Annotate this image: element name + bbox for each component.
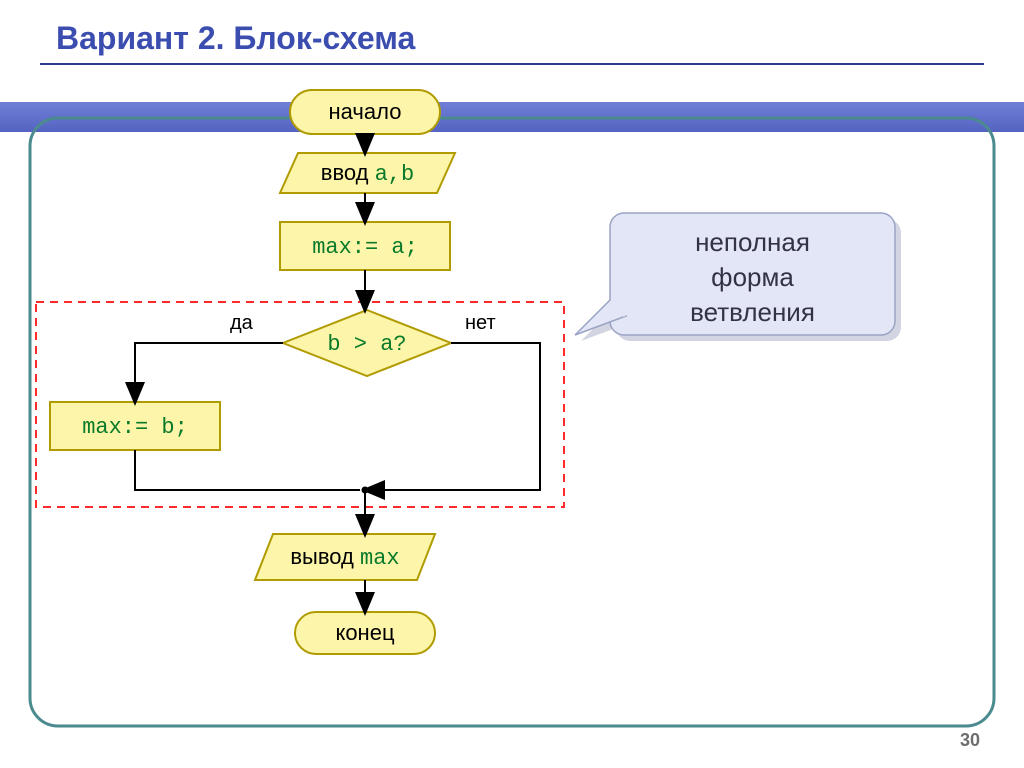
page-number: 30 bbox=[960, 730, 980, 751]
callout-line: форма bbox=[610, 260, 895, 295]
diagram-svg bbox=[0, 0, 1024, 768]
callout-line: ветвления bbox=[610, 295, 895, 330]
slide-stage: Вариант 2. Блок-схема неполнаяформаветвл… bbox=[0, 0, 1024, 768]
callout-text: неполнаяформаветвления bbox=[610, 225, 895, 330]
callout-line: неполная bbox=[610, 225, 895, 260]
